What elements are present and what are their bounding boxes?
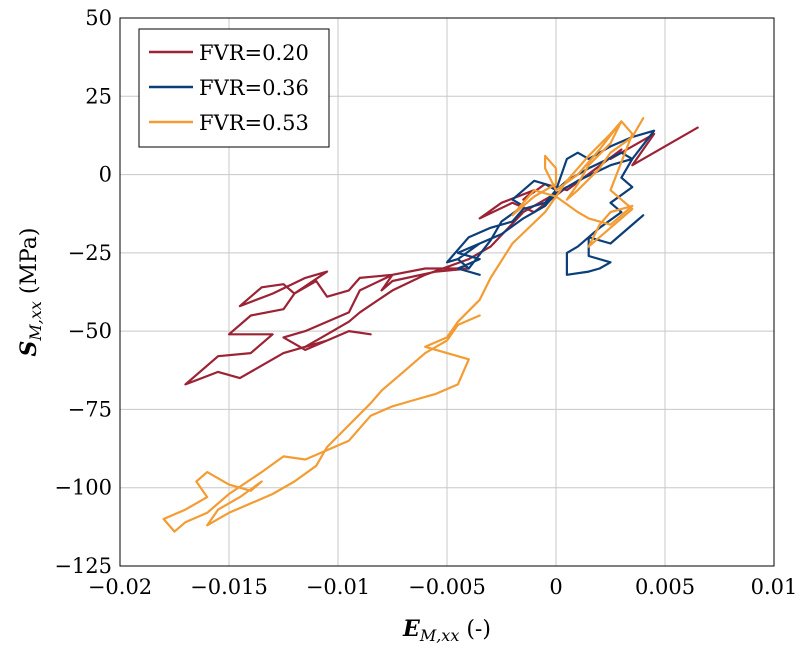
legend-label-2: FVR=0.36 [199,76,309,100]
y-tick-label: −75 [68,397,112,421]
x-tick-label: 0 [549,575,562,599]
x-tick-label: 0.01 [751,575,798,599]
y-tick-label: −50 [68,319,112,343]
y-tick-label: 50 [85,6,112,30]
x-tick-label: −0.01 [306,575,370,599]
series-line-2 [445,129,656,276]
x-tick-label: −0.02 [88,575,152,599]
legend: FVR=0.20 FVR=0.36 FVR=0.53 [138,28,330,148]
x-tick-label: −0.015 [190,575,268,599]
x-axis-label-subscript: M,xx [419,626,460,645]
x-axis-label: EM,xx (-) [402,616,491,645]
legend-label-3: FVR=0.53 [199,111,309,135]
grid [119,17,775,567]
x-axis-label-unit: (-) [459,617,491,642]
tick-labels: −0.02 −0.015 −0.01 −0.005 0 0.005 0.01 −125 −100… [54,6,797,599]
y-axis-label-symbol: S [16,341,42,357]
y-tick-label: 0 [99,163,112,187]
legend-label-1: FVR=0.20 [199,41,309,65]
series-line-3 [162,117,645,533]
x-tick-label: 0.005 [635,575,695,599]
y-axis-label: SM,xx (MPa) [16,227,45,356]
y-tick-label: −25 [68,241,112,265]
series-line-1 [184,126,699,386]
y-tick-label: −125 [54,554,112,578]
x-tick-label: −0.005 [408,575,486,599]
y-axis-label-subscript: M,xx [26,301,45,342]
x-axis-label-symbol: E [402,616,421,642]
plot-frame [119,17,775,567]
series-layer [162,117,699,533]
y-tick-label: −100 [54,476,112,500]
y-tick-label: 25 [85,84,112,108]
y-axis-label-unit: (MPa) [17,227,42,301]
